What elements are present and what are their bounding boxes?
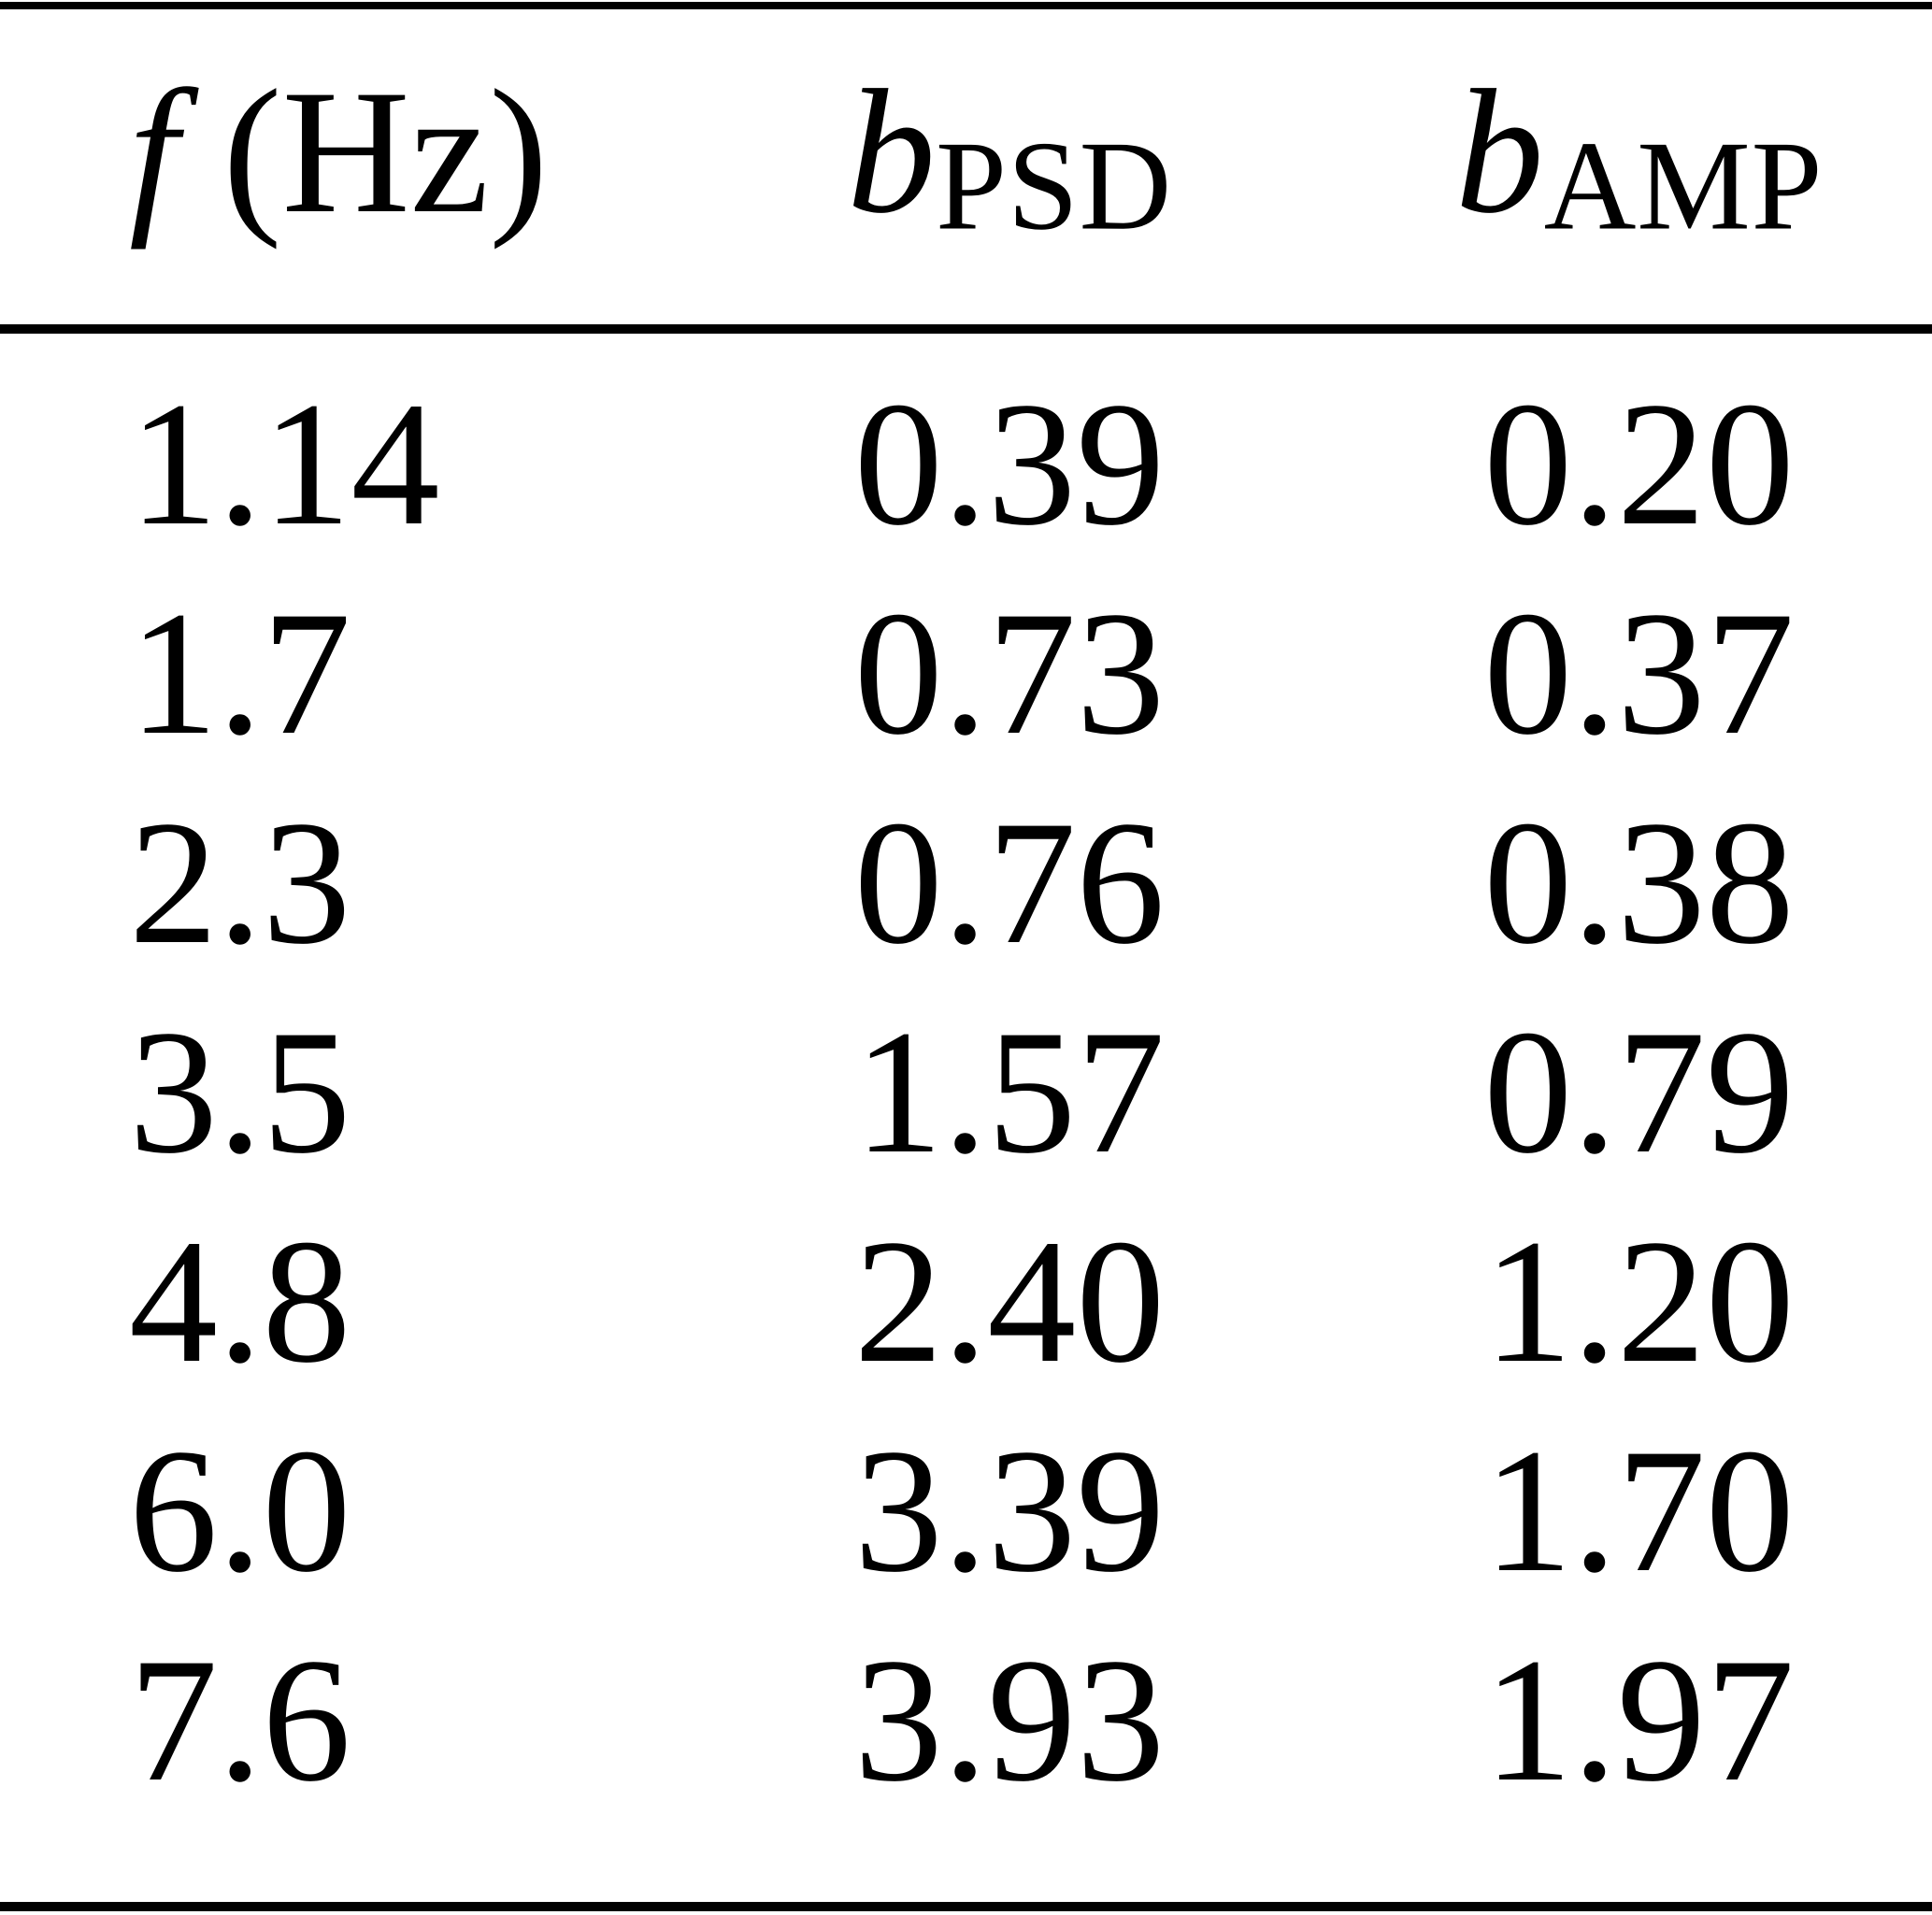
cell-b-psd: 1.57: [853, 994, 1166, 1191]
cell-frequency: 4.8: [129, 1204, 351, 1400]
table-row: 2.3 0.76 0.38: [0, 779, 1932, 988]
cell-b-amp: 0.38: [1483, 785, 1795, 981]
header-cell-b-amp: bAMP: [1309, 64, 1932, 250]
cell-b-psd: 0.39: [853, 366, 1166, 563]
table-header-separator-rule: [0, 324, 1932, 334]
b-symbol: b: [846, 54, 936, 250]
b-symbol: b: [1454, 54, 1544, 250]
cell-b-amp: 0.37: [1483, 576, 1795, 772]
cell-b-amp: 1.70: [1483, 1413, 1795, 1609]
cell-b-amp: 0.20: [1483, 366, 1795, 563]
table-row: 3.5 1.57 0.79: [0, 988, 1932, 1197]
table-row: 6.0 3.39 1.70: [0, 1407, 1932, 1616]
cell-b-psd: 3.39: [853, 1413, 1166, 1609]
cell-b-amp: 0.79: [1483, 994, 1795, 1191]
cell-b-psd: 3.93: [853, 1622, 1166, 1819]
table-row: 7.6 3.93 1.97: [0, 1616, 1932, 1825]
table-body: 1.14 0.39 0.20 1.7 0.73 0.37 2.3 0.76 0.…: [0, 360, 1932, 1825]
cell-frequency: 1.7: [129, 576, 351, 772]
cell-frequency: 2.3: [129, 785, 351, 981]
cell-frequency: 3.5: [129, 994, 351, 1191]
hz-unit-label: (Hz): [222, 54, 549, 250]
header-cell-b-psd: bPSD: [710, 64, 1309, 250]
table-row: 4.8 2.40 1.20: [0, 1197, 1932, 1407]
table-header-row: f (Hz) bPSD bAMP: [0, 9, 1932, 250]
cell-b-amp: 1.97: [1483, 1622, 1795, 1819]
cell-b-psd: 0.76: [853, 785, 1166, 981]
table-row: 1.14 0.39 0.20: [0, 360, 1932, 569]
cell-frequency: 6.0: [129, 1413, 351, 1609]
table-bottom-rule: [0, 1902, 1932, 1911]
cell-b-psd: 0.73: [853, 576, 1166, 772]
cell-b-amp: 1.20: [1483, 1204, 1795, 1400]
psd-subscript: PSD: [935, 114, 1172, 257]
header-cell-frequency: f (Hz): [0, 64, 710, 250]
table-top-rule: [0, 2, 1932, 9]
cell-frequency: 7.6: [129, 1622, 351, 1819]
f-symbol: f: [129, 54, 179, 250]
cell-b-psd: 2.40: [853, 1204, 1166, 1400]
cell-frequency: 1.14: [129, 366, 440, 563]
table-row: 1.7 0.73 0.37: [0, 569, 1932, 779]
amp-subscript: AMP: [1543, 114, 1824, 257]
